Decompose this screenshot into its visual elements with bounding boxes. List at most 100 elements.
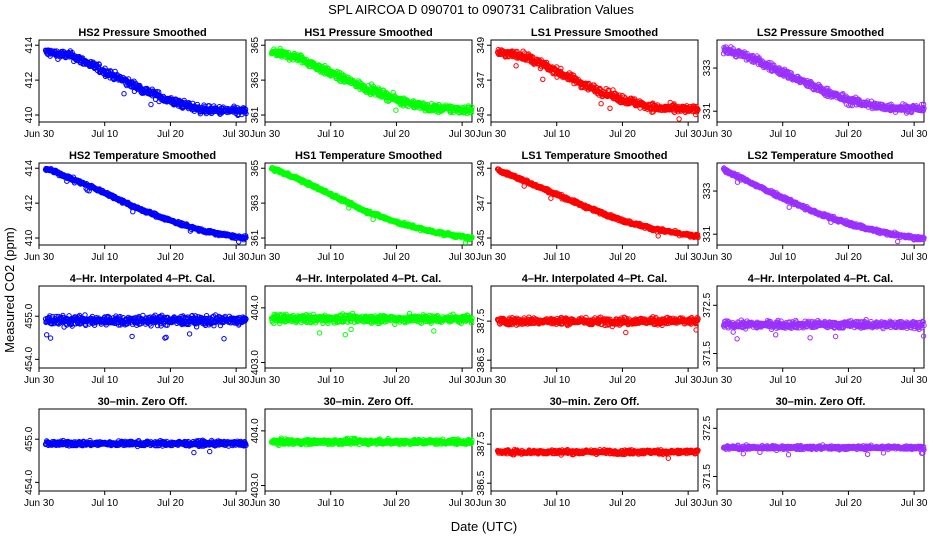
x-tick-label: Jul 20 [157, 375, 184, 386]
panel-title: LS1 Temperature Smoothed [522, 150, 668, 162]
data-point [610, 87, 616, 93]
y-tick-label: 361 [250, 229, 261, 246]
y-tick-label: 365 [250, 159, 261, 176]
panel-10: 4–Hr. Interpolated 4–Pt. Cal.Jun 30 Jul 1… [250, 273, 476, 386]
plot-frame [264, 39, 473, 123]
data-point [616, 92, 622, 98]
data-point [47, 335, 54, 341]
x-tick-label: Jul 10 [543, 252, 570, 263]
data-point [410, 98, 416, 104]
data-point [773, 65, 780, 72]
data-point [148, 101, 154, 108]
x-tick-label: Jun 30 [476, 252, 506, 263]
x-tick-label: Jun 30 [250, 129, 280, 140]
panel-title: HS1 Pressure Smoothed [304, 27, 432, 39]
x-tick-label: Jul 10 [769, 129, 796, 140]
y-tick-label: 454.0 [24, 346, 35, 371]
y-tick-label: 410 [24, 106, 35, 123]
plot-frame [38, 39, 247, 123]
x-tick-label: Jul 30 [675, 129, 702, 140]
x-tick-label: Jul 30 [901, 129, 928, 140]
data-point [468, 107, 475, 113]
data-point [676, 116, 682, 122]
data-points [42, 165, 249, 245]
data-point [921, 105, 927, 112]
y-tick-label: 414 [24, 36, 35, 53]
data-point [121, 91, 127, 97]
x-tick-label: Jul 20 [609, 252, 636, 263]
data-point [365, 82, 372, 89]
panel-7: LS1 Temperature Smoothed Jun 30 Jul 10 Jul … [476, 150, 702, 263]
figure-title: SPL AIRCOA D 090701 to 090731 Calibratio… [328, 2, 634, 17]
x-tick-label: Jul 20 [383, 129, 410, 140]
panel-title: 4–Hr. Interpolated 4–Pt. Cal. [70, 273, 216, 285]
y-tick-label: 331 [702, 225, 713, 242]
data-point [788, 70, 794, 76]
panel-4: LS2 Pressure Smoothed Jun 30 Jul 10 Jul 20 J… [702, 27, 928, 140]
x-tick-label: Jun 30 [702, 252, 732, 263]
data-point [316, 330, 323, 336]
x-tick-label: Jun 30 [24, 252, 54, 263]
data-point [277, 45, 283, 52]
data-point [920, 108, 926, 114]
data-point [607, 105, 613, 112]
x-tick-label: Jul 10 [543, 129, 570, 140]
panel-title: 4–Hr. Interpolated 4–Pt. Cal. [296, 273, 442, 285]
panel-title: LS2 Temperature Smoothed [748, 150, 894, 162]
y-tick-label: 363 [250, 194, 261, 211]
x-tick-label: Jul 10 [317, 129, 344, 140]
x-tick-label: Jul 20 [383, 252, 410, 263]
data-points [42, 312, 249, 342]
plot-frame [264, 285, 473, 369]
plot-frame [38, 162, 247, 246]
x-tick-label: Jul 20 [835, 252, 862, 263]
x-tick-label: Jun 30 [476, 129, 506, 140]
x-tick-label: Jun 30 [702, 129, 732, 140]
x-tick-label: Jul 10 [91, 252, 118, 263]
y-tick-label: 455.0 [24, 303, 35, 328]
panel-title: LS2 Pressure Smoothed [757, 27, 884, 39]
x-tick-label: Jul 10 [317, 252, 344, 263]
x-tick-label: Jul 30 [901, 252, 928, 263]
x-axis-label: Date (UTC) [451, 519, 517, 534]
x-tick-label: Jul 30 [223, 375, 250, 386]
data-points [268, 45, 475, 117]
x-tick-label: Jul 30 [223, 129, 250, 140]
y-tick-label: 331 [702, 102, 713, 119]
y-tick-label: 412 [24, 71, 35, 88]
y-tick-label: 361 [250, 106, 261, 123]
x-tick-label: Jul 10 [91, 375, 118, 386]
x-tick-label: Jul 10 [91, 129, 118, 140]
data-point [756, 55, 762, 61]
y-tick-label: 345 [476, 106, 487, 123]
data-point [908, 109, 915, 116]
data-point [598, 101, 604, 107]
panel-title: HS1 Temperature Smoothed [295, 150, 442, 162]
data-point [194, 101, 201, 108]
data-point [521, 183, 527, 189]
x-tick-label: Jun 30 [24, 129, 54, 140]
data-point [468, 107, 474, 114]
data-point [469, 104, 475, 110]
data-point [186, 331, 193, 337]
x-tick-label: Jul 30 [223, 252, 250, 263]
data-points [268, 164, 475, 246]
x-tick-label: Jul 30 [449, 252, 476, 263]
plot-frame [490, 39, 699, 123]
y-tick-label: 412 [24, 194, 35, 211]
data-points [268, 310, 475, 338]
x-tick-label: Jul 20 [835, 129, 862, 140]
data-point [393, 107, 399, 113]
y-tick-label: 347 [476, 71, 487, 88]
x-tick-label: Jul 20 [157, 129, 184, 140]
data-point [221, 336, 227, 342]
y-tick-label: 333 [702, 182, 713, 199]
plot-frame [716, 39, 925, 123]
y-tick-label: 414 [24, 159, 35, 176]
